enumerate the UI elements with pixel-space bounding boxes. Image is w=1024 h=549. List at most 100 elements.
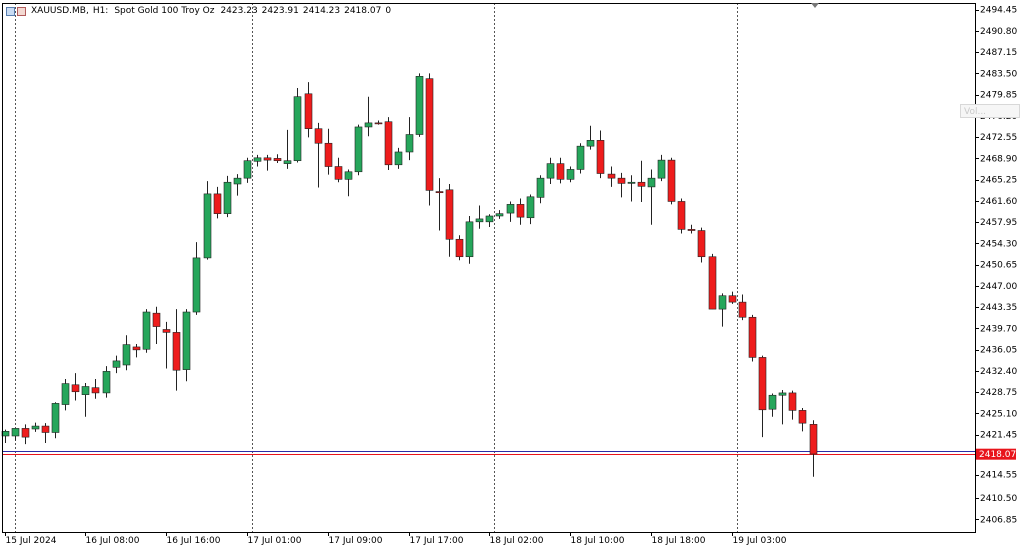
candle-66 <box>667 157 676 205</box>
price-axis[interactable]: 2494.452490.802487.152483.502479.852476.… <box>975 6 1017 526</box>
candle-11 <box>112 355 121 374</box>
y-tick-label-6: 2472.55 <box>980 133 1017 143</box>
candle-body <box>728 295 737 303</box>
candle-4 <box>41 423 50 443</box>
candle-12 <box>122 335 131 371</box>
candle-body <box>435 191 444 194</box>
candle-70 <box>708 253 717 310</box>
candle-15 <box>152 306 161 345</box>
header-extra: 0 <box>385 6 392 16</box>
candle-body <box>41 425 50 433</box>
candle-body <box>61 383 70 405</box>
candle-62 <box>627 175 636 202</box>
candle-22 <box>223 175 232 218</box>
candle-43 <box>435 178 444 231</box>
candle-10 <box>102 366 111 398</box>
candle-59 <box>596 130 605 179</box>
candle-55 <box>556 157 565 184</box>
candle-33 <box>334 157 343 183</box>
candle-body <box>607 173 616 179</box>
candle-78 <box>788 390 797 420</box>
candle-body <box>102 371 111 394</box>
x-tick-label-8: 18 Jul 18:00 <box>652 536 706 545</box>
candle-69 <box>697 227 706 263</box>
candle-30 <box>304 82 313 138</box>
candle-body <box>445 189 454 240</box>
bid-price-box <box>976 448 1016 460</box>
candle-body <box>637 181 646 187</box>
header-symbol: XAUUSD.MB, <box>31 6 89 16</box>
candle-68 <box>687 224 696 234</box>
candle-body <box>687 229 696 231</box>
header-close: 2418.07 <box>344 6 382 16</box>
candle-7 <box>71 373 80 401</box>
y-tick-label-19: 2425.10 <box>980 409 1017 419</box>
x-tick-label-5: 17 Jul 17:00 <box>410 536 464 545</box>
y-tick-label-17: 2432.40 <box>980 367 1017 377</box>
y-tick-label-22: 2414.55 <box>980 471 1017 481</box>
candle-body <box>31 425 40 430</box>
candle-body <box>798 410 807 424</box>
candle-body <box>526 196 535 219</box>
y-tick-label-14: 2443.35 <box>980 303 1017 313</box>
candle-14 <box>142 309 151 353</box>
candle-body <box>283 160 292 164</box>
y-tick-label-20: 2421.45 <box>980 431 1017 441</box>
x-tick-label-3: 17 Jul 01:00 <box>248 536 302 545</box>
time-axis[interactable]: 15 Jul 2024 16 Jul 08:00 16 Jul 16:00 17 Ju… <box>5 532 787 546</box>
bid-price-text: 2418.07 <box>979 450 1016 460</box>
header-open: 2423.23 <box>220 6 258 16</box>
candle-56 <box>566 166 575 183</box>
candle-0 <box>1 429 10 443</box>
candle-body <box>697 230 706 258</box>
candle-52 <box>526 194 535 225</box>
candle-32 <box>324 128 333 175</box>
x-tick-label-4: 17 Jul 09:00 <box>329 536 383 545</box>
chart-shift-marker-icon[interactable] <box>811 3 819 8</box>
candle-body <box>536 177 545 198</box>
candle-60 <box>607 166 616 187</box>
candle-27 <box>273 154 282 164</box>
candle-body <box>344 171 353 180</box>
candle-37 <box>374 120 383 125</box>
candle-51 <box>516 198 525 225</box>
candle-body <box>263 157 272 161</box>
candle-body <box>51 403 60 433</box>
current-price-label: 2418.07 <box>976 448 1016 460</box>
candle-75 <box>758 355 767 438</box>
symbol-settings-icon[interactable] <box>17 6 26 16</box>
candle-body <box>586 140 595 147</box>
candle-20 <box>203 181 212 260</box>
candle-57 <box>576 143 585 174</box>
y-tick-label-9: 2461.60 <box>980 197 1017 207</box>
candle-body <box>748 316 757 358</box>
candle-body <box>142 311 151 350</box>
candle-body <box>566 169 575 180</box>
candle-65 <box>657 154 666 182</box>
y-tick-label-23: 2410.50 <box>980 494 1017 504</box>
candle-24 <box>243 157 252 183</box>
candle-body <box>324 142 333 167</box>
candle-5 <box>51 402 60 439</box>
candle-body <box>71 384 80 393</box>
candle-6 <box>61 378 70 411</box>
candle-body <box>192 257 201 313</box>
candle-29 <box>293 87 302 163</box>
candle-body <box>354 126 363 173</box>
candle-body <box>708 256 717 310</box>
candle-body <box>788 392 797 411</box>
x-tick-label-2: 16 Jul 16:00 <box>167 536 221 545</box>
candle-79 <box>798 408 807 432</box>
candle-body <box>617 177 626 184</box>
y-tick-label-8: 2465.25 <box>980 176 1017 186</box>
candle-64 <box>647 169 656 225</box>
chart-window-icon[interactable] <box>6 6 15 16</box>
candle-body <box>394 151 403 166</box>
candle-body <box>91 387 100 394</box>
header-description: Spot Gold 100 Troy Oz <box>114 6 215 16</box>
candle-19 <box>192 242 201 315</box>
candle-body <box>162 329 171 333</box>
candle-36 <box>364 96 373 137</box>
